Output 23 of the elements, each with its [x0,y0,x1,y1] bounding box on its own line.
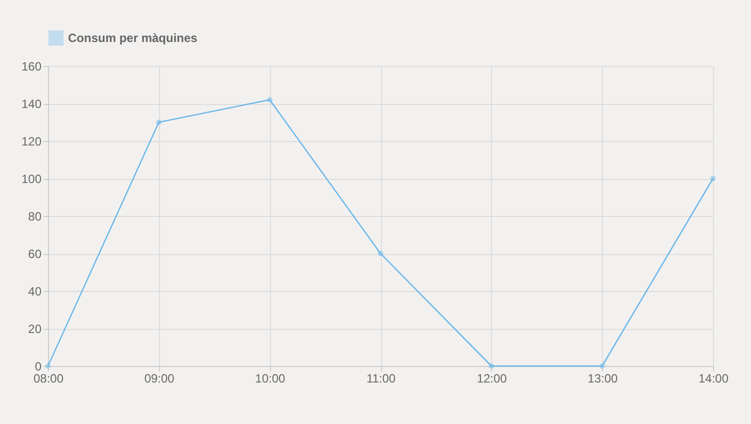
y-tick-label: 120 [21,134,42,148]
point [266,97,272,102]
point [156,120,162,125]
y-tick-label: 20 [28,322,42,336]
point [488,363,494,369]
x-tick-label: 13:00 [588,372,618,386]
y-tick-label: 80 [28,210,42,224]
y-tick-label: 0 [34,360,42,374]
x-tick-label: 11:00 [366,372,396,386]
x-tick-label: 09:00 [144,372,175,386]
point [710,176,716,182]
y-tick-label: 100 [21,172,42,186]
point [599,363,605,369]
legend-label: Consum per màquines [68,31,198,45]
x-tick-label: 08:00 [33,372,64,386]
point [378,250,384,256]
y-tick-label: 140 [21,97,42,111]
y-tick-label: 160 [21,60,42,74]
y-tick-label: 60 [28,247,42,261]
y-tick-label: 40 [28,284,42,298]
x-tick-label: 10:00 [255,372,286,386]
x-tick-label: 12:00 [476,372,508,386]
x-tick-label: 14:00 [698,372,729,386]
